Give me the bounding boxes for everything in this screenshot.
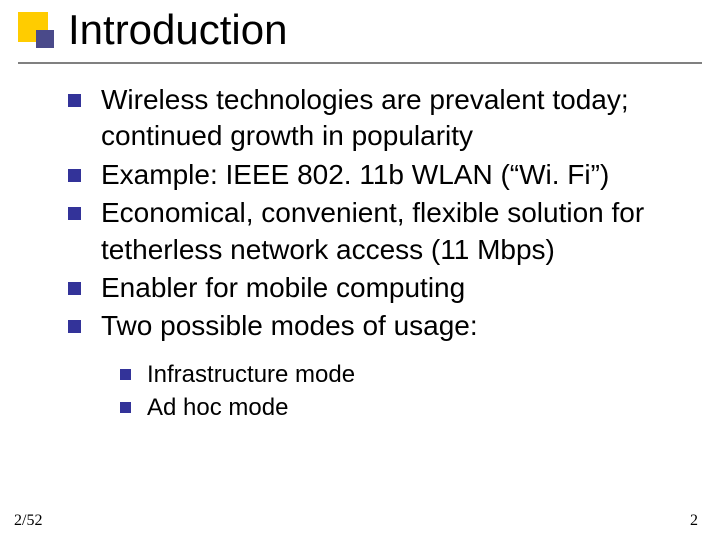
bullet-text: Enabler for mobile computing <box>101 270 465 306</box>
bullet-item: Economical, convenient, flexible solutio… <box>68 195 688 268</box>
sub-bullet-item: Ad hoc mode <box>120 392 688 423</box>
bullet-text: Wireless technologies are prevalent toda… <box>101 82 688 155</box>
bullet-text: Example: IEEE 802. 11b WLAN (“Wi. Fi”) <box>101 157 609 193</box>
bullet-item: Two possible modes of usage: <box>68 308 688 344</box>
slide-number: 2 <box>690 512 698 530</box>
bullet-square-icon <box>68 282 81 295</box>
title-underline <box>18 62 702 64</box>
bullet-square-icon <box>68 169 81 182</box>
slide: Introduction Wireless technologies are p… <box>0 0 720 540</box>
bullet-square-icon <box>68 207 81 220</box>
sub-bullet-text: Infrastructure mode <box>147 359 355 390</box>
bullet-text: Two possible modes of usage: <box>101 308 478 344</box>
sub-bullet-item: Infrastructure mode <box>120 359 688 390</box>
title-decoration <box>18 12 58 52</box>
decoration-purple-square <box>36 30 54 48</box>
bullet-square-icon <box>68 94 81 107</box>
sub-bullet-list: Infrastructure mode Ad hoc mode <box>120 359 688 423</box>
sub-bullet-square-icon <box>120 402 131 413</box>
bullet-item: Enabler for mobile computing <box>68 270 688 306</box>
page-indicator: 2/52 <box>14 512 42 530</box>
bullet-item: Example: IEEE 802. 11b WLAN (“Wi. Fi”) <box>68 157 688 193</box>
bullet-text: Economical, convenient, flexible solutio… <box>101 195 688 268</box>
bullet-list: Wireless technologies are prevalent toda… <box>68 82 688 425</box>
bullet-item: Wireless technologies are prevalent toda… <box>68 82 688 155</box>
slide-title: Introduction <box>68 6 287 54</box>
sub-bullet-square-icon <box>120 369 131 380</box>
sub-bullet-text: Ad hoc mode <box>147 392 288 423</box>
bullet-square-icon <box>68 320 81 333</box>
